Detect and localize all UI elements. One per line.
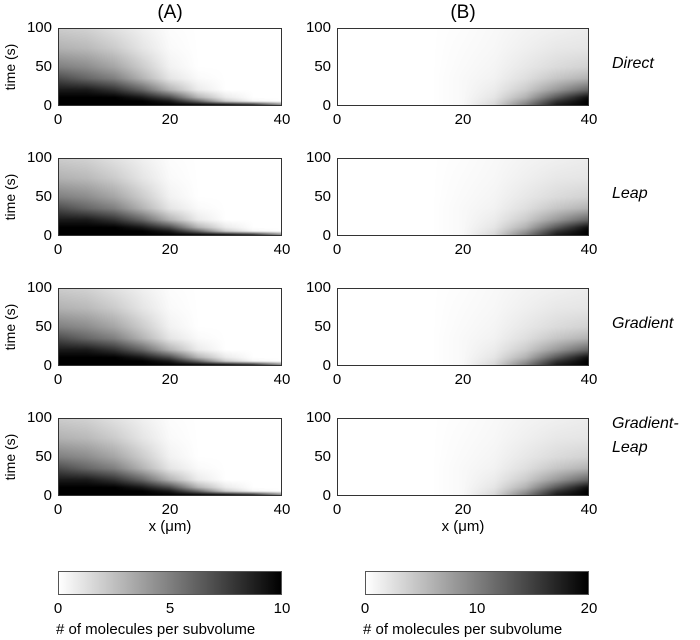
ytick-label: 0: [43, 227, 52, 244]
xtick-label: 40: [273, 241, 291, 258]
ytick-label: 0: [43, 487, 52, 504]
ytick-label: 50: [35, 448, 52, 465]
ytick-label: 50: [314, 318, 331, 335]
ytick-label: 0: [43, 97, 52, 114]
y-axis-label: time (s): [2, 173, 18, 221]
y-axis-label: time (s): [2, 433, 18, 481]
heatmap-canvas: [59, 159, 281, 235]
ytick-label: 100: [305, 279, 331, 296]
ytick-label: 50: [35, 318, 52, 335]
colorbar-tick-label: 0: [53, 600, 63, 617]
y-axis-label: time (s): [2, 43, 18, 91]
xtick-label: 20: [161, 371, 179, 388]
colorbar-A: [58, 571, 282, 595]
method-label: Leap: [612, 185, 648, 202]
heatmap-A-row0: [58, 28, 282, 106]
xtick-label: 0: [53, 371, 63, 388]
ytick-label: 100: [305, 19, 331, 36]
ytick-label: 0: [322, 97, 331, 114]
xtick-label: 0: [332, 501, 342, 518]
ytick-label: 100: [26, 279, 52, 296]
method-label: Gradient: [612, 315, 674, 332]
xtick-label: 40: [273, 111, 291, 128]
ytick-label: 0: [43, 357, 52, 374]
xtick-label: 40: [273, 371, 291, 388]
ytick-label: 50: [314, 58, 331, 75]
ytick-label: 50: [35, 58, 52, 75]
ytick-label: 100: [26, 409, 52, 426]
ytick-label: 50: [314, 448, 331, 465]
colorbar-tick-label: 5: [165, 600, 175, 617]
ytick-label: 50: [35, 188, 52, 205]
heatmap-canvas: [338, 29, 588, 105]
xtick-label: 20: [161, 501, 179, 518]
heatmap-B-row1: [337, 158, 589, 236]
heatmap-canvas: [59, 419, 281, 495]
method-label: Direct: [612, 55, 654, 72]
heatmap-A-row2: [58, 288, 282, 366]
y-axis-label: time (s): [2, 303, 18, 351]
panel-title-B: (B): [450, 2, 476, 23]
heatmap-A-row1: [58, 158, 282, 236]
ytick-label: 0: [322, 357, 331, 374]
ytick-label: 100: [26, 149, 52, 166]
xtick-label: 0: [53, 241, 63, 258]
heatmap-B-row3: [337, 418, 589, 496]
xtick-label: 20: [454, 111, 472, 128]
colorbar-label: # of molecules per subvolume: [363, 621, 563, 638]
heatmap-canvas: [338, 289, 588, 365]
xtick-label: 20: [454, 501, 472, 518]
ytick-label: 0: [322, 487, 331, 504]
xtick-label: 40: [580, 241, 598, 258]
heatmap-B-row0: [337, 28, 589, 106]
xtick-label: 20: [454, 241, 472, 258]
colorbar-tick-label: 0: [360, 600, 370, 617]
xtick-label: 0: [332, 371, 342, 388]
xtick-label: 0: [53, 111, 63, 128]
heatmap-canvas: [338, 419, 588, 495]
panel-title-A: (A): [157, 2, 183, 23]
xtick-label: 40: [580, 111, 598, 128]
x-axis-label: x (μm): [441, 518, 485, 535]
heatmap-canvas: [59, 289, 281, 365]
xtick-label: 20: [161, 241, 179, 258]
xtick-label: 0: [332, 111, 342, 128]
heatmap-A-row3: [58, 418, 282, 496]
colorbar-tick-label: 10: [273, 600, 291, 617]
xtick-label: 0: [332, 241, 342, 258]
heatmap-canvas: [338, 159, 588, 235]
ytick-label: 0: [322, 227, 331, 244]
ytick-label: 100: [305, 149, 331, 166]
colorbar-tick-label: 10: [468, 600, 486, 617]
ytick-label: 100: [305, 409, 331, 426]
xtick-label: 0: [53, 501, 63, 518]
xtick-label: 40: [580, 501, 598, 518]
colorbar-label: # of molecules per subvolume: [56, 621, 256, 638]
method-label: Gradient- Leap: [612, 415, 679, 456]
heatmap-B-row2: [337, 288, 589, 366]
colorbar-B: [365, 571, 589, 595]
xtick-label: 40: [273, 501, 291, 518]
xtick-label: 20: [454, 371, 472, 388]
ytick-label: 100: [26, 19, 52, 36]
x-axis-label: x (μm): [148, 518, 192, 535]
xtick-label: 40: [580, 371, 598, 388]
ytick-label: 50: [314, 188, 331, 205]
xtick-label: 20: [161, 111, 179, 128]
heatmap-canvas: [59, 29, 281, 105]
colorbar-tick-label: 20: [580, 600, 598, 617]
